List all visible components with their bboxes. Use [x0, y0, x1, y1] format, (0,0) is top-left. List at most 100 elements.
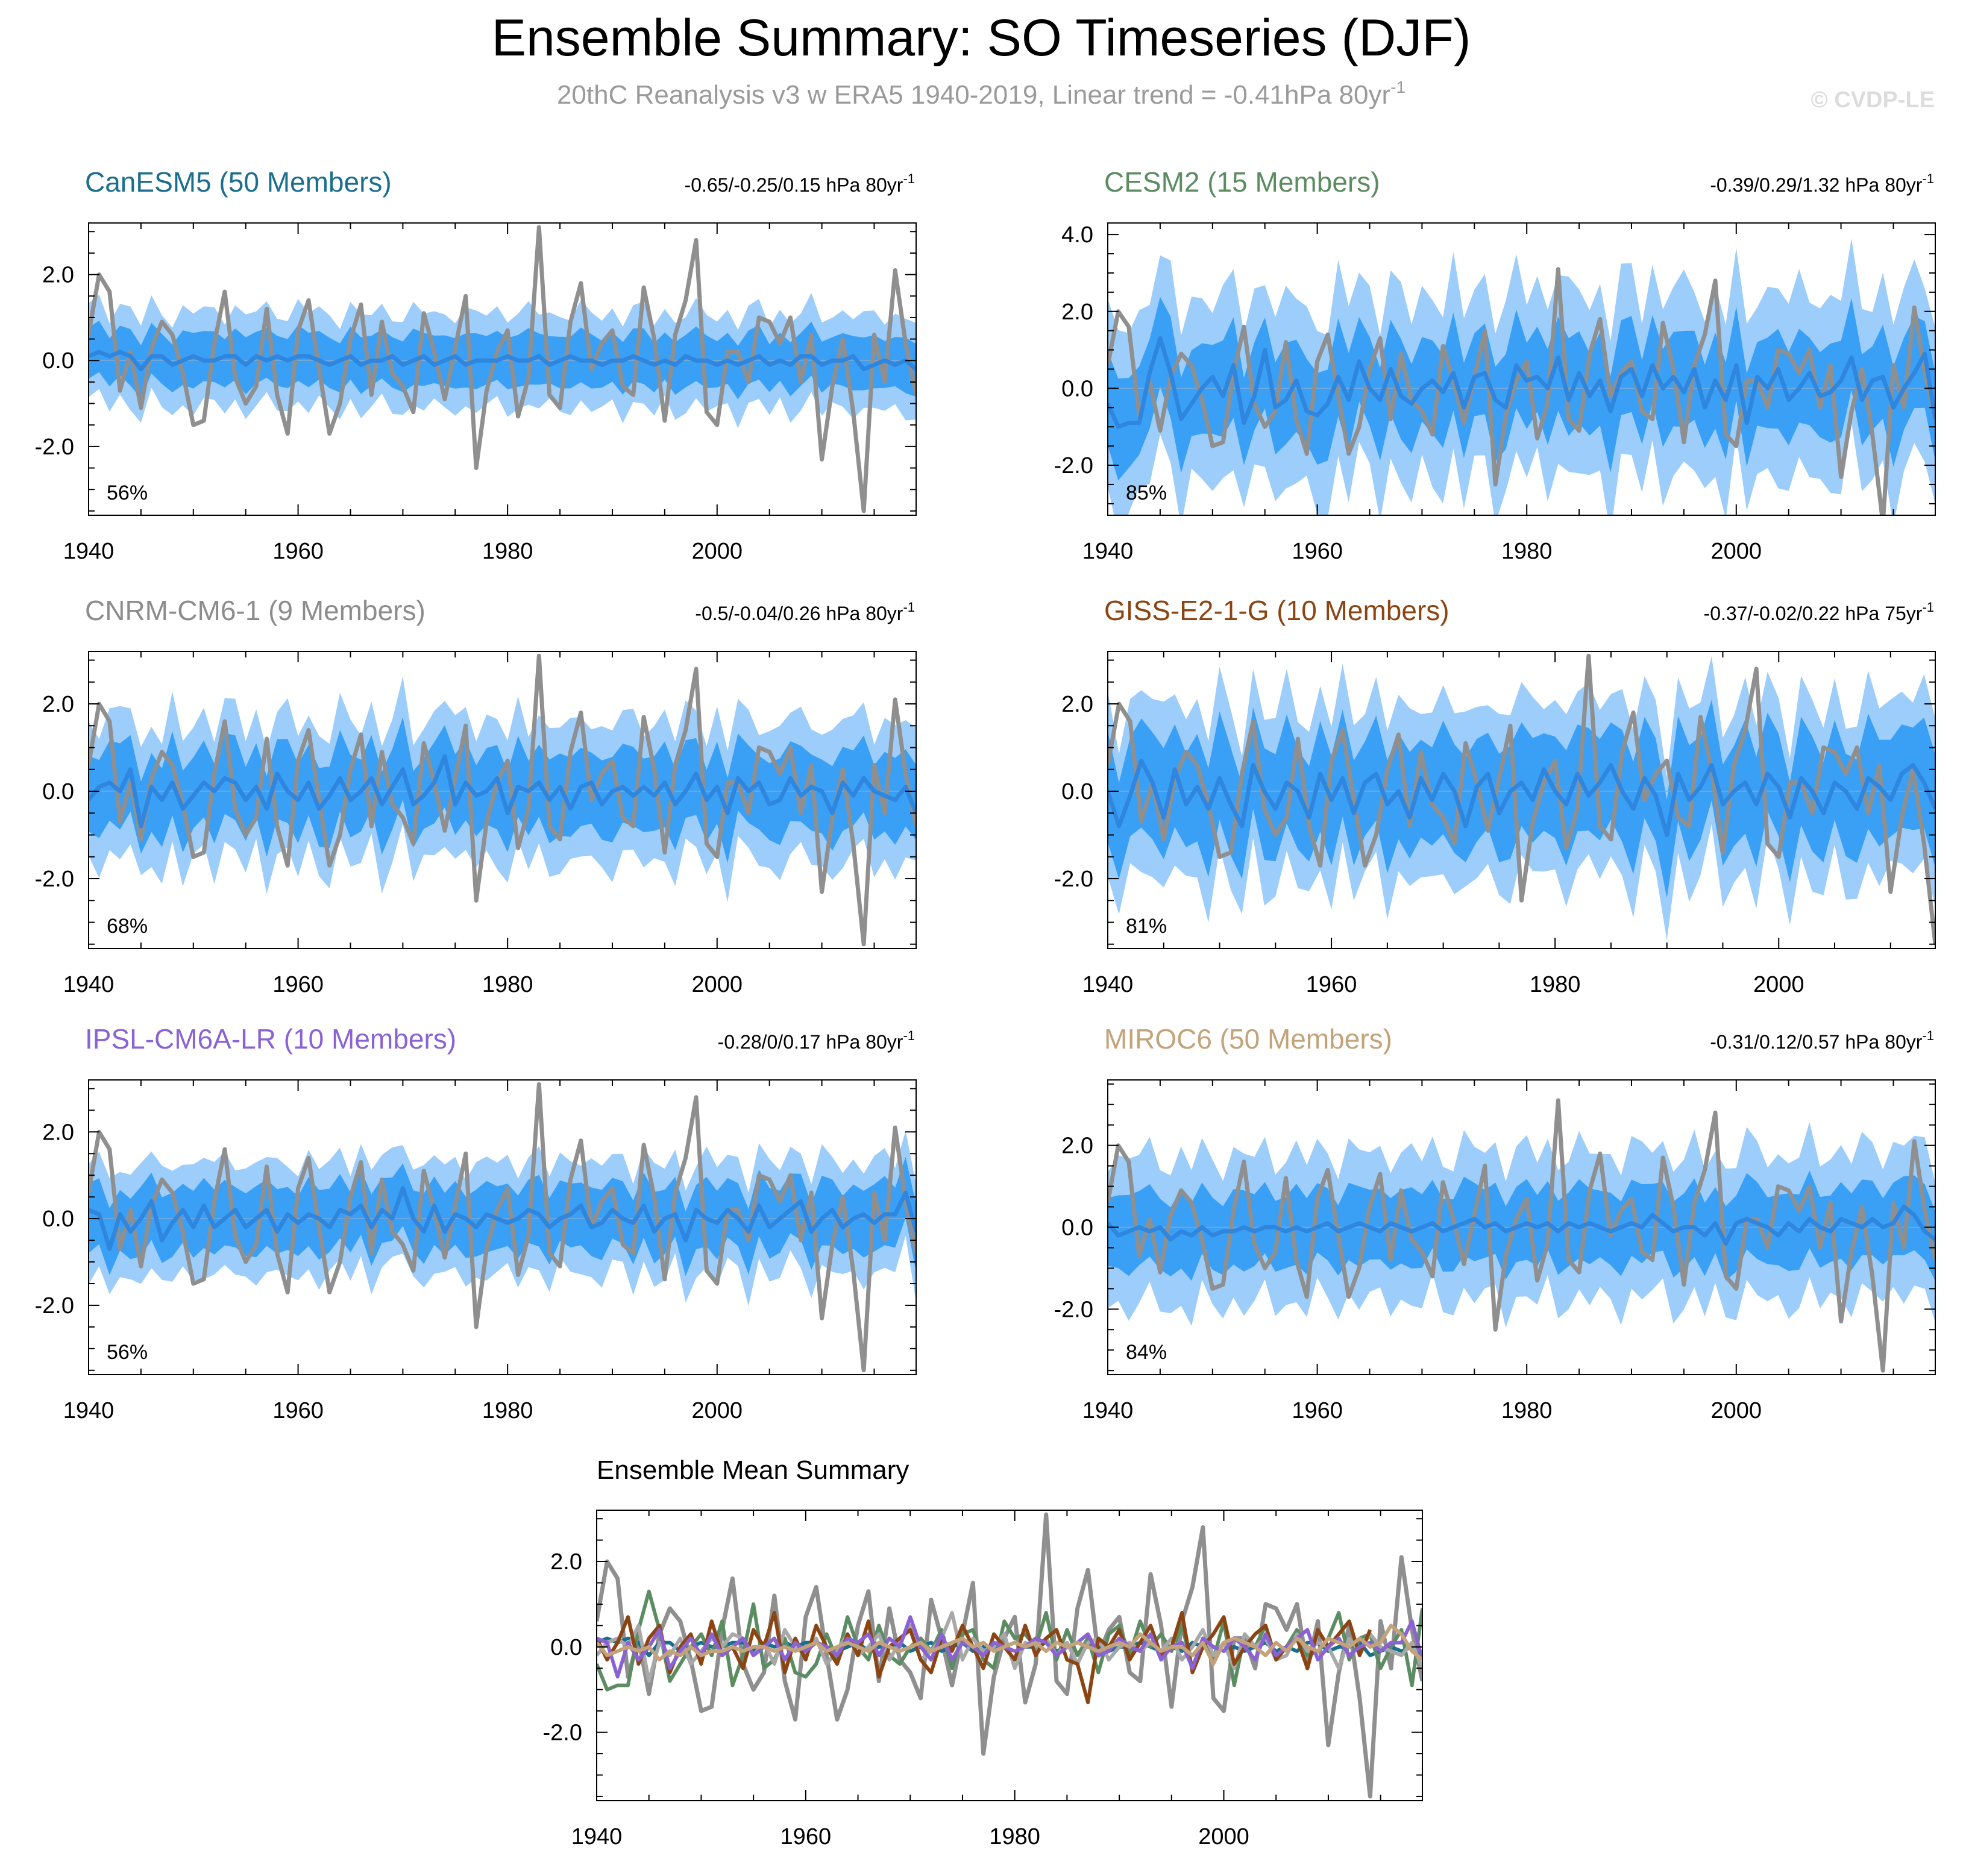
obs-line [1108, 1098, 1935, 1373]
trend-label-text: -0.5/-0.04/0.26 hPa 80yr [695, 603, 903, 624]
plot-area [1108, 1098, 1935, 1373]
x-tick-label: 2000 [1753, 972, 1804, 997]
percent-label: 68% [107, 915, 148, 938]
plot-area [89, 1082, 916, 1373]
y-tick-label: 2.0 [1061, 692, 1093, 717]
panels: 1940 1960 1980 2000 2.0 0.0 -2.0 CanESM5 (50 Me… [35, 166, 1936, 1849]
x-tick-label: 1940 [63, 539, 115, 564]
ensemble-mean-line [89, 1186, 916, 1251]
y-tick-label: -2.0 [543, 1721, 582, 1746]
panel-giss-e2-1-g-10-members: 1940 1960 1980 2000 2.0 0.0 -2.0 GISS-E2-1-G (1… [1054, 595, 1936, 997]
y-tick-label: 2.0 [42, 1120, 74, 1145]
x-tick-label: 1980 [482, 1398, 533, 1423]
ensemble-mean-line [89, 350, 916, 371]
x-tick-label: 1980 [1530, 972, 1581, 997]
plot-area [89, 225, 916, 513]
ensemble-mean-line [89, 754, 916, 829]
plot-area [1108, 238, 1935, 515]
panel-cnrm-cm6-1-9-members: 1940 1960 1980 2000 2.0 0.0 -2.0 CNRM-CM6-1 (9 … [35, 595, 917, 997]
x-tick-label: 1960 [1306, 972, 1357, 997]
y-tick-label: 0.0 [42, 779, 74, 805]
percent-label: 56% [107, 482, 148, 504]
percent-label: 56% [107, 1341, 148, 1364]
y-tick-label: 0.0 [550, 1635, 582, 1660]
panel-miroc6-50-members: 1940 1960 1980 2000 2.0 0.0 -2.0 MIROC6 (50 Mem… [1054, 1023, 1936, 1423]
trend-label: -0.37/-0.02/0.22 hPa 75yr-1 [1704, 600, 1934, 624]
percent-label: 81% [1126, 915, 1167, 938]
trend-label-text: -0.28/0/0.17 hPa 80yr [718, 1031, 903, 1053]
plot-frame [1107, 651, 1936, 949]
trend-label: -0.5/-0.04/0.26 hPa 80yr-1 [695, 600, 915, 624]
x-tick-label: 1960 [272, 1398, 324, 1423]
y-tick-label: 0.0 [1061, 376, 1093, 401]
panel-title: Ensemble Mean Summary [597, 1455, 909, 1485]
x-tick-label: 1960 [272, 972, 324, 997]
panel-canesm5-50-members: 1940 1960 1980 2000 2.0 0.0 -2.0 CanESM5 (50 Me… [35, 166, 917, 564]
x-tick-label: 2000 [692, 539, 743, 564]
panel-title: CESM2 (15 Members) [1104, 166, 1380, 198]
plot-area [1108, 653, 1935, 945]
x-tick-label: 1940 [63, 1398, 115, 1423]
percent-label: 84% [1126, 1341, 1167, 1364]
y-tick-label: -2.0 [35, 434, 74, 460]
x-tick-label: 1980 [482, 539, 533, 564]
trend-label-text: -0.37/-0.02/0.22 hPa 75yr [1704, 603, 1923, 624]
trend-label-text: -0.65/-0.25/0.15 hPa 80yr [685, 174, 903, 196]
y-tick-label: 0.0 [42, 1206, 74, 1232]
y-tick-label: 0.0 [42, 348, 74, 374]
panel-title: MIROC6 (50 Members) [1104, 1023, 1392, 1055]
obs-line [1108, 653, 1935, 945]
x-tick-label: 1980 [482, 972, 533, 997]
ensemble-mean-line [1108, 758, 1935, 837]
watermark: © CVDP-LE [1811, 87, 1935, 113]
y-tick-label: 2.0 [42, 692, 74, 717]
plot-area [597, 1512, 1422, 1799]
panel-title: GISS-E2-1-G (10 Members) [1104, 595, 1449, 626]
trend-label-exponent: -1 [903, 171, 915, 186]
percent-label: 85% [1126, 482, 1167, 504]
panel-title: CNRM-CM6-1 (9 Members) [85, 595, 426, 626]
trend-label: -0.31/0.12/0.57 hPa 80yr-1 [1710, 1028, 1934, 1053]
y-tick-label: -2.0 [1054, 1297, 1093, 1322]
y-tick-label: -2.0 [1054, 867, 1093, 892]
trend-label: -0.39/0.29/1.32 hPa 80yr-1 [1710, 171, 1934, 196]
x-tick-label: 2000 [1711, 1398, 1762, 1423]
x-tick-label: 2000 [1198, 1824, 1249, 1849]
y-tick-label: 0.0 [1061, 1216, 1093, 1241]
x-tick-label: 2000 [692, 972, 743, 997]
miroc6-line [597, 1623, 1422, 1666]
x-tick-label: 1940 [1082, 1398, 1134, 1423]
obs-line [89, 653, 916, 947]
trend-label-text: -0.39/0.29/1.32 hPa 80yr [1710, 174, 1923, 196]
plot-frame [596, 1510, 1423, 1801]
y-tick-label: 2.0 [550, 1549, 582, 1575]
panel-cesm2-15-members: 1940 1960 1980 2000 4.0 2.0 0.0 -2.0 CESM2 (15 M… [1054, 166, 1936, 564]
figure-subtitle-exponent: -1 [1390, 78, 1406, 96]
panel-ipsl-cm6a-lr-10-members: 1940 1960 1980 2000 2.0 0.0 -2.0 IPSL-CM6A-LR (… [35, 1023, 917, 1423]
trend-label: -0.28/0/0.17 hPa 80yr-1 [718, 1028, 915, 1053]
inner-spread-band [1108, 700, 1935, 899]
obs-line [89, 225, 916, 513]
x-tick-label: 1960 [1292, 1398, 1343, 1423]
y-tick-label: -2.0 [35, 867, 74, 892]
trend-label-text: -0.31/0.12/0.57 hPa 80yr [1710, 1031, 1923, 1053]
trend-label-exponent: -1 [1922, 171, 1934, 186]
figure-title: Ensemble Summary: SO Timeseries (DJF) [492, 9, 1471, 67]
trend-label-exponent: -1 [1922, 600, 1934, 615]
figure-subtitle: 20thC Reanalysis v3 w ERA5 1940-2019, Li… [557, 78, 1406, 110]
x-tick-label: 1940 [63, 972, 115, 997]
plot-frame [88, 651, 917, 949]
x-tick-label: 1960 [272, 539, 324, 564]
y-tick-label: 2.0 [1061, 300, 1093, 325]
x-tick-label: 2000 [1711, 539, 1762, 564]
x-tick-label: 1960 [780, 1824, 832, 1849]
ensemble-mean-line [1108, 1205, 1935, 1246]
plot-area [89, 653, 916, 947]
panel-ensemble-mean-summary: 1940 1960 1980 2000 2.0 0.0 -2.0 Ensemble Mean … [543, 1455, 1423, 1849]
panel-title: CanESM5 (50 Members) [85, 166, 392, 198]
figure-subtitle-text: 20thC Reanalysis v3 w ERA5 1940-2019, Li… [557, 80, 1390, 110]
x-tick-label: 1960 [1292, 539, 1343, 564]
y-tick-label: -2.0 [35, 1293, 74, 1319]
